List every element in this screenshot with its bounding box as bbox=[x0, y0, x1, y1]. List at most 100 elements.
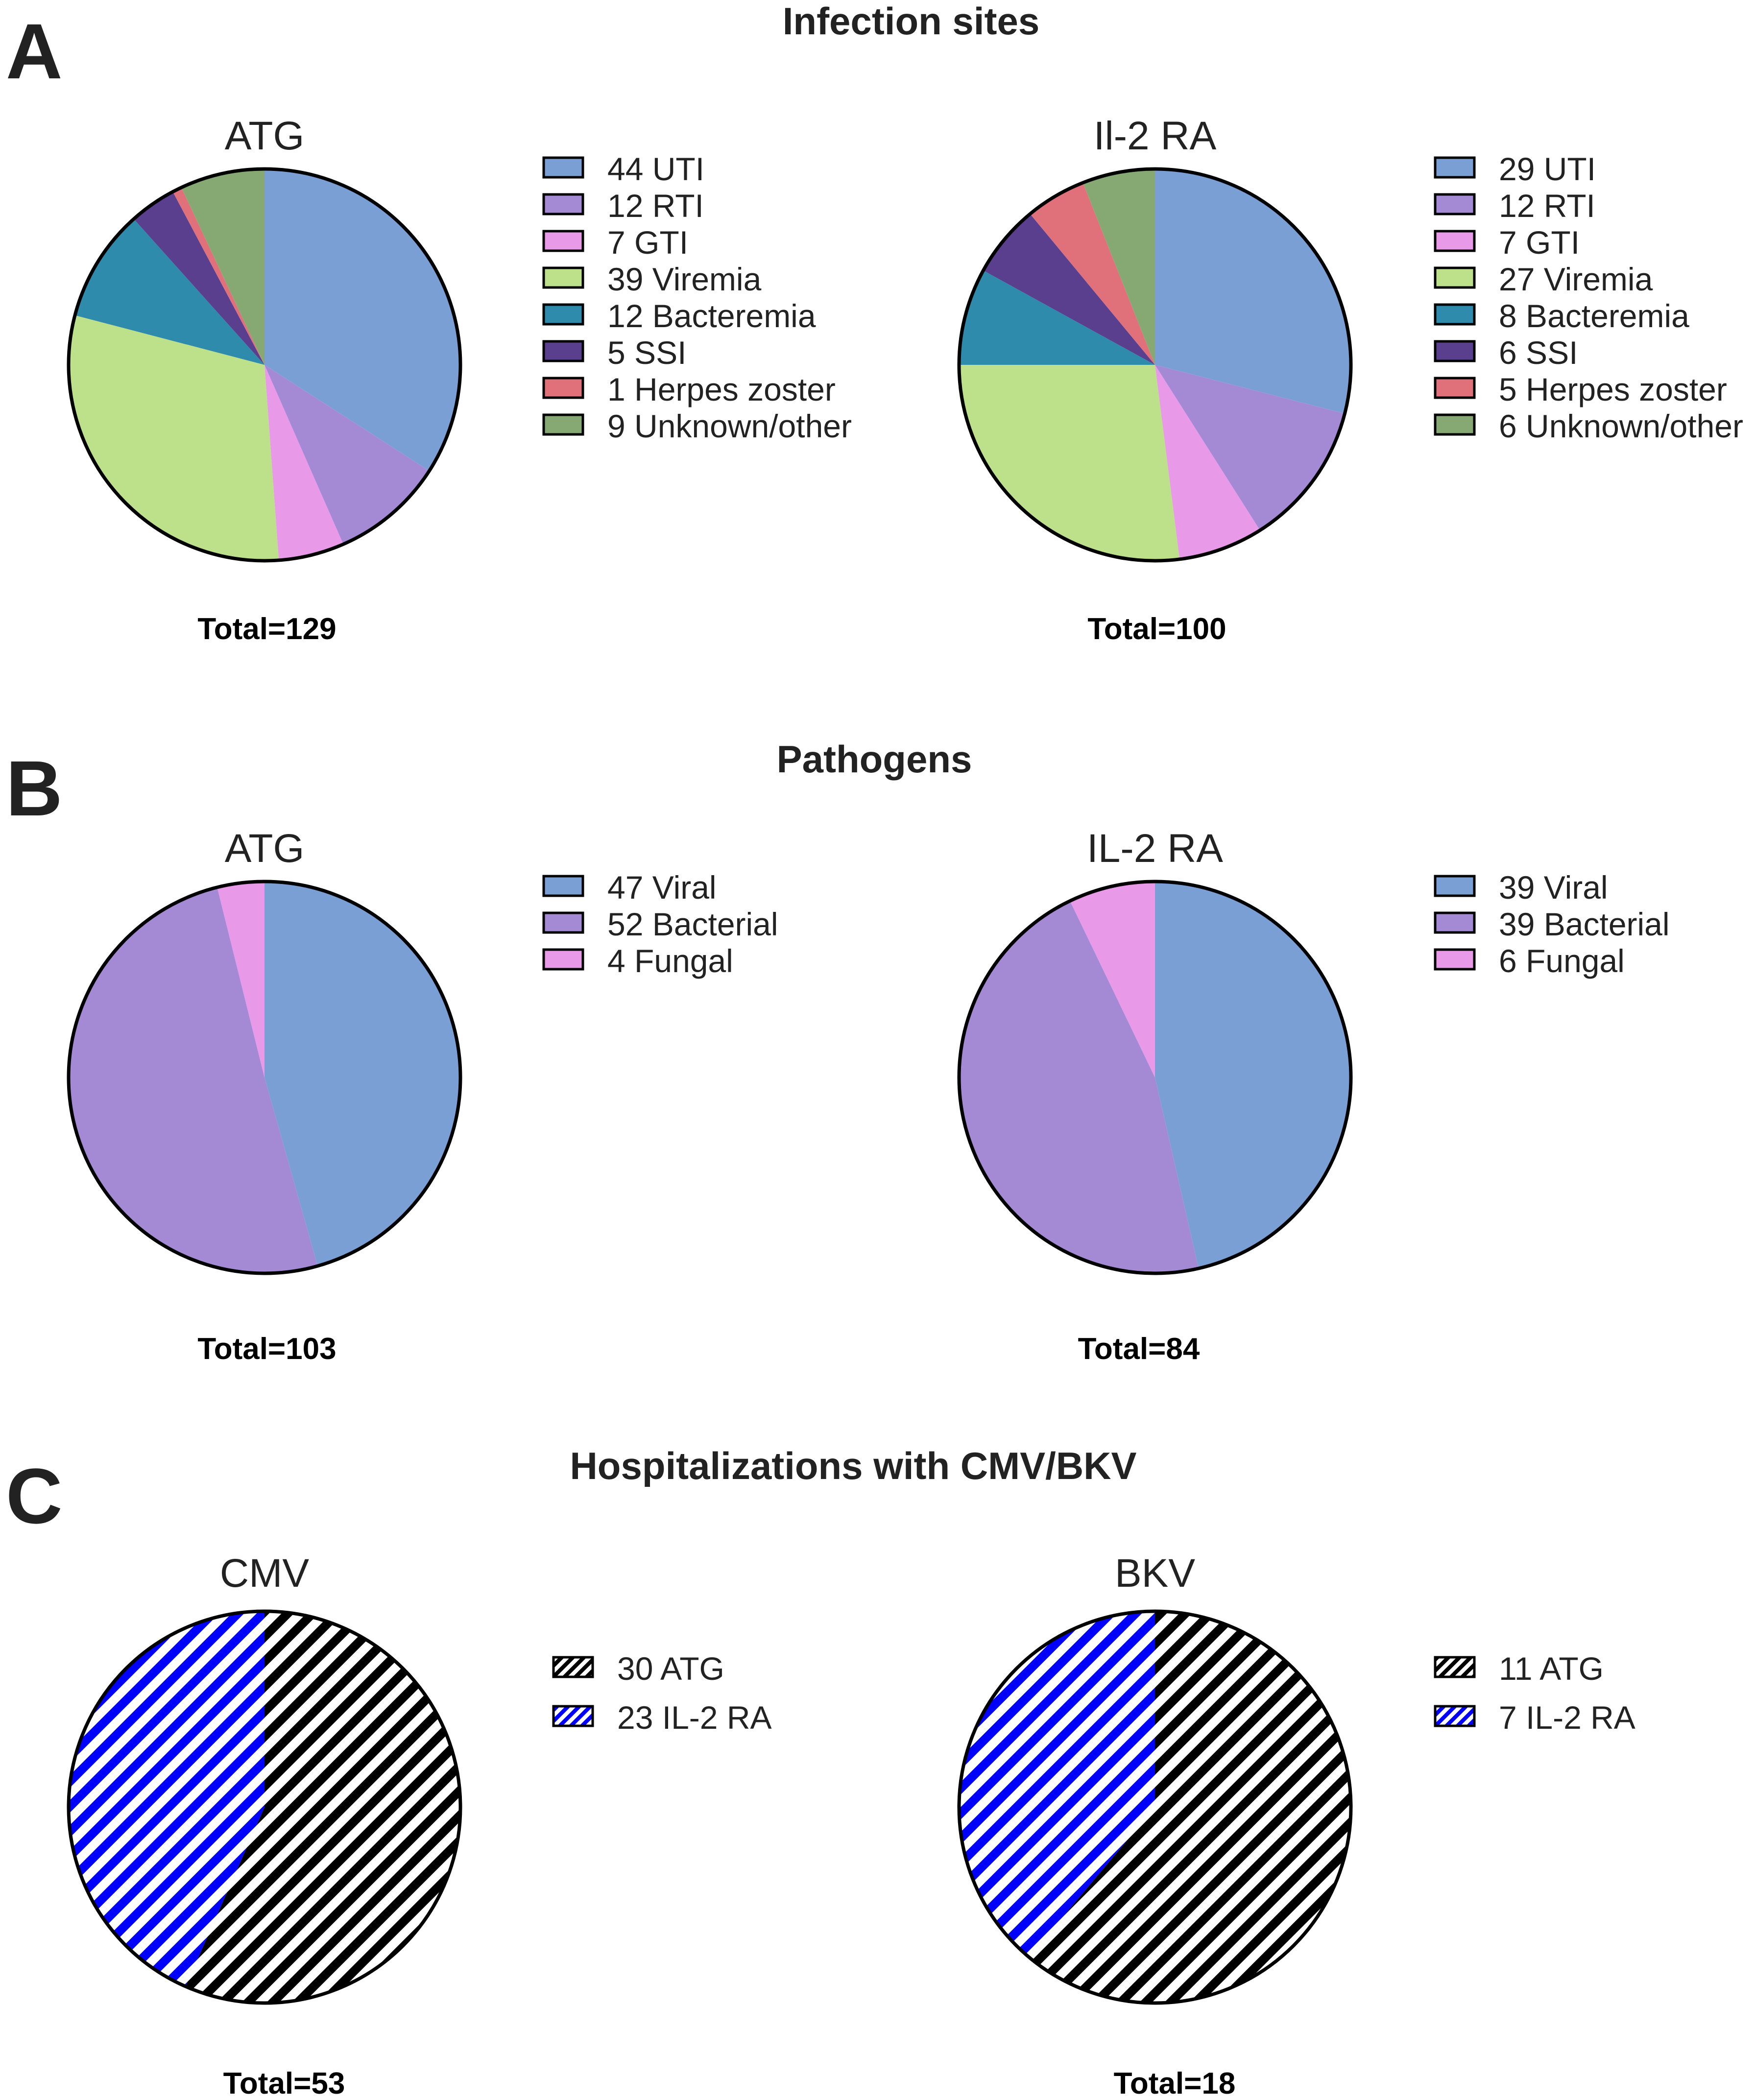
legend-label-viral: 39 Viral bbox=[1499, 869, 1608, 906]
pie-title: ATG bbox=[225, 114, 304, 158]
legend-label-unknown-other: 9 Unknown/other bbox=[607, 408, 852, 444]
legend-swatch-unknown-other bbox=[542, 413, 584, 436]
legend-label-rti: 12 RTI bbox=[607, 188, 704, 224]
panel-letter-b: B bbox=[6, 744, 63, 832]
legend-swatch-bacteremia bbox=[542, 303, 584, 326]
legend-swatch-bacterial bbox=[542, 911, 584, 934]
legend-swatch-ssi bbox=[542, 340, 584, 362]
panel-letter-c: C bbox=[6, 1452, 63, 1540]
legend-label-atg: 11 ATG bbox=[1499, 1650, 1604, 1687]
legend-swatch-rti bbox=[542, 193, 584, 215]
legend-label-uti: 29 UTI bbox=[1499, 151, 1596, 187]
legend-swatch-unknown-other bbox=[1434, 413, 1476, 436]
total-label: Total=84 bbox=[1078, 1332, 1200, 1366]
pie-slice-viral bbox=[1155, 882, 1351, 1268]
legend-label-il-2-ra: 7 IL-2 RA bbox=[1499, 1699, 1635, 1736]
legend-swatch-gti bbox=[1434, 230, 1476, 252]
legend-swatch-atg bbox=[552, 1656, 594, 1678]
legend-label-atg: 30 ATG bbox=[617, 1650, 724, 1687]
pie-slice-herpes-zoster bbox=[1030, 183, 1155, 365]
legend-label-bacteremia: 8 Bacteremia bbox=[1499, 298, 1689, 334]
legend-label-herpes-zoster: 5 Herpes zoster bbox=[1499, 371, 1727, 407]
pie-slice-viremia bbox=[959, 365, 1180, 561]
pie-title: Il-2 RA bbox=[1094, 114, 1217, 158]
legend-swatch-herpes-zoster bbox=[542, 377, 584, 399]
legend-swatch-fungal bbox=[1434, 948, 1476, 971]
legend-swatch-rti bbox=[1434, 193, 1476, 215]
pie-outline bbox=[67, 1609, 462, 2005]
legend-swatch-uti bbox=[1434, 156, 1476, 179]
pie-slice-rti bbox=[264, 365, 430, 545]
pie-slice-gti bbox=[1155, 365, 1260, 559]
legend-swatch-viremia bbox=[542, 266, 584, 289]
legend-swatch-viral bbox=[1434, 875, 1476, 897]
pie-slice-gti bbox=[264, 365, 343, 560]
total-label: Total=103 bbox=[197, 1332, 336, 1366]
pie-title: CMV bbox=[220, 1551, 310, 1596]
total-label: Total=129 bbox=[197, 612, 336, 646]
legend-label-bacterial: 52 Bacterial bbox=[607, 906, 778, 942]
pie-chart-c-cmv: CMV 30 ATG 23 IL-2 RA Total=53 bbox=[67, 1551, 772, 2100]
pie-slice-atg bbox=[1029, 1611, 1351, 2003]
legend-swatch-herpes-zoster bbox=[1434, 377, 1476, 399]
legend-label-fungal: 4 Fungal bbox=[607, 943, 733, 979]
pie-slice-ssi bbox=[134, 191, 264, 365]
pie-slice-herpes-zoster bbox=[172, 187, 264, 365]
pie-slice-atg bbox=[185, 1611, 460, 2003]
pie-slice-bacterial bbox=[68, 887, 318, 1274]
pie-chart-c-bkv: BKV 11 ATG 7 IL-2 RA Total=18 bbox=[957, 1551, 1635, 2100]
total-label: Total=18 bbox=[1114, 2067, 1236, 2100]
pie-slice-ssi bbox=[983, 214, 1155, 365]
pie-outline bbox=[67, 880, 462, 1275]
section-title-pathogens: Pathogens bbox=[777, 738, 972, 781]
section-title-hospitalizations: Hospitalizations with CMV/BKV bbox=[570, 1444, 1136, 1487]
legend-swatch-atg bbox=[1434, 1656, 1476, 1678]
legend-label-uti: 44 UTI bbox=[607, 151, 704, 187]
legend-swatch-il-2-ra bbox=[552, 1705, 594, 1727]
legend-swatch-uti bbox=[542, 156, 584, 179]
pie-slice-unknown-other bbox=[181, 169, 264, 365]
panel-letter-a: A bbox=[6, 7, 63, 95]
pie-slice-fungal bbox=[1070, 882, 1155, 1077]
legend-swatch-fungal bbox=[542, 948, 584, 971]
pie-slice-unknown-other bbox=[1082, 169, 1155, 365]
legend-swatch-viremia bbox=[1434, 266, 1476, 289]
legend-label-gti: 7 GTI bbox=[1499, 224, 1580, 261]
section-title-infection-sites: Infection sites bbox=[783, 0, 1039, 43]
legend-label-ssi: 5 SSI bbox=[607, 334, 686, 371]
legend-label-il-2-ra: 23 IL-2 RA bbox=[617, 1699, 772, 1736]
pie-slice-uti bbox=[1155, 169, 1351, 414]
pie-outline bbox=[957, 167, 1353, 563]
pie-outline bbox=[957, 880, 1353, 1275]
legend-label-herpes-zoster: 1 Herpes zoster bbox=[607, 371, 836, 407]
legend-label-fungal: 6 Fungal bbox=[1499, 943, 1625, 979]
legend-label-unknown-other: 6 Unknown/other bbox=[1499, 408, 1743, 444]
pie-title: ATG bbox=[225, 826, 304, 871]
legend-swatch-il-2-ra bbox=[1434, 1705, 1476, 1727]
pie-slice-fungal bbox=[217, 882, 264, 1077]
pie-title: IL-2 RA bbox=[1087, 826, 1223, 871]
pie-outline bbox=[957, 1609, 1353, 2005]
legend-swatch-bacterial bbox=[1434, 911, 1476, 934]
legend-label-gti: 7 GTI bbox=[607, 224, 688, 261]
legend-swatch-gti bbox=[542, 230, 584, 252]
legend-swatch-ssi bbox=[1434, 340, 1476, 362]
pie-slice-viremia bbox=[69, 315, 279, 561]
pie-slice-bacteremia bbox=[959, 270, 1155, 365]
legend-label-rti: 12 RTI bbox=[1499, 188, 1595, 224]
pie-slice-bacteremia bbox=[75, 219, 264, 365]
legend-label-bacterial: 39 Bacterial bbox=[1499, 906, 1670, 942]
legend-label-viral: 47 Viral bbox=[607, 869, 717, 906]
legend-label-bacteremia: 12 Bacteremia bbox=[607, 298, 816, 334]
pie-outline bbox=[67, 167, 462, 563]
legend-label-viremia: 27 Viremia bbox=[1499, 261, 1653, 297]
pie-slice-il-2-ra bbox=[959, 1611, 1155, 1957]
pie-slice-rti bbox=[1155, 365, 1345, 530]
pie-title: BKV bbox=[1115, 1551, 1195, 1596]
legend-label-viremia: 39 Viremia bbox=[607, 261, 762, 297]
